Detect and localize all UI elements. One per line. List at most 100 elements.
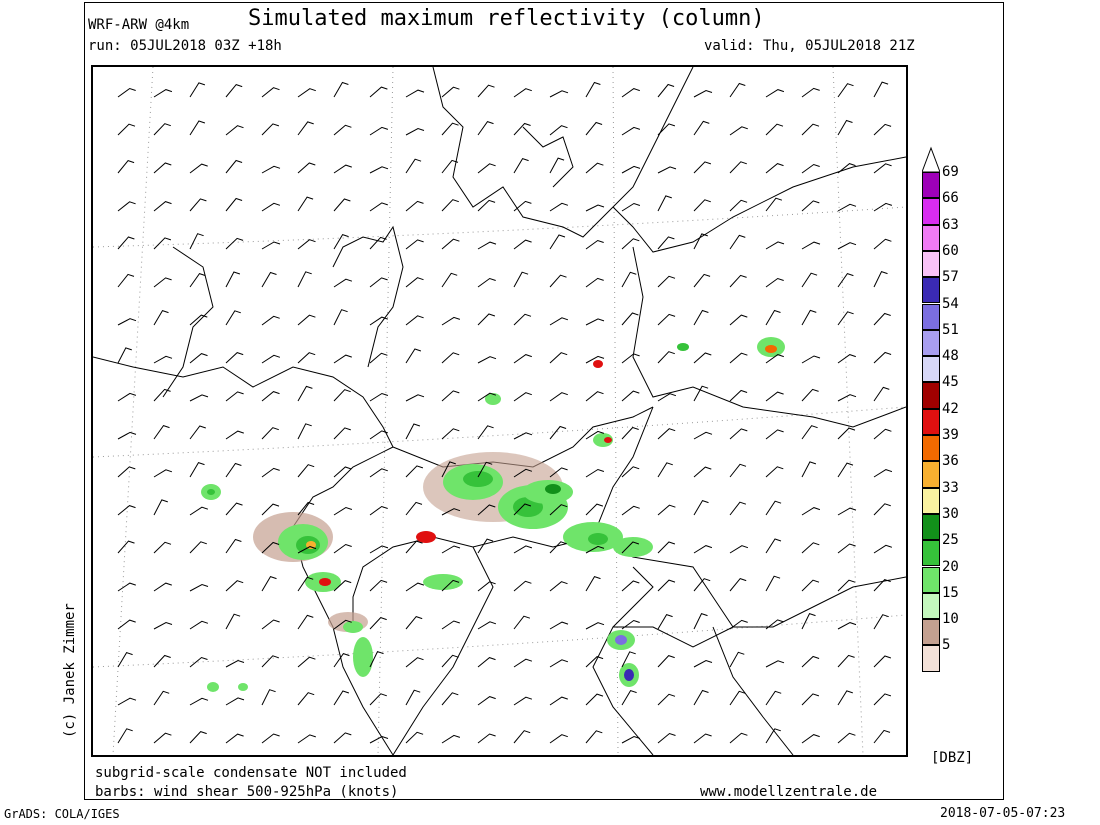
wind-barb bbox=[801, 612, 816, 630]
wind-barb bbox=[369, 202, 388, 212]
wind-barb bbox=[513, 200, 532, 212]
wind-barb bbox=[657, 166, 677, 174]
wind-barb bbox=[477, 313, 496, 326]
wind-barb bbox=[657, 236, 675, 250]
wind-barb bbox=[513, 271, 529, 288]
wind-barb bbox=[549, 157, 565, 174]
wind-barb bbox=[801, 655, 820, 668]
wind-barb bbox=[225, 197, 243, 212]
wind-barb bbox=[513, 545, 533, 554]
wind-barb bbox=[693, 499, 709, 516]
wind-barb bbox=[765, 89, 785, 98]
wind-barb bbox=[369, 392, 389, 402]
wind-barb bbox=[333, 466, 352, 478]
wind-barb bbox=[621, 271, 637, 288]
wind-barb bbox=[333, 198, 351, 212]
colorbar-cell-33 bbox=[922, 487, 940, 514]
wind-barb bbox=[549, 125, 568, 136]
wind-barb bbox=[369, 86, 388, 98]
wind-barb bbox=[225, 352, 244, 364]
wind-barb bbox=[801, 734, 820, 744]
wind-barb bbox=[153, 123, 171, 136]
wind-barb bbox=[585, 355, 605, 364]
wind-barb bbox=[333, 653, 350, 668]
wind-barb bbox=[585, 121, 603, 136]
grads-label: GrADS: COLA/IGES bbox=[4, 807, 120, 821]
wind-barb bbox=[513, 432, 533, 440]
wind-barb bbox=[117, 123, 136, 136]
wind-barb bbox=[117, 318, 137, 326]
wind-barb bbox=[297, 196, 314, 212]
wind-barb bbox=[549, 274, 567, 288]
wind-barb bbox=[693, 385, 709, 402]
wind-barb bbox=[765, 619, 784, 630]
wind-barb bbox=[873, 579, 891, 592]
colorbar-label-33: 33 bbox=[942, 479, 959, 496]
wind-barb bbox=[477, 425, 494, 440]
wind-barb bbox=[729, 690, 746, 706]
wind-barb bbox=[657, 693, 676, 706]
wind-barb bbox=[729, 274, 747, 288]
wind-barb bbox=[117, 651, 133, 668]
wind-barb bbox=[585, 162, 604, 174]
wind-barb bbox=[189, 541, 207, 554]
wind-barb bbox=[369, 126, 389, 136]
wind-barb bbox=[441, 508, 461, 516]
wind-barb bbox=[189, 731, 207, 744]
wind-barb bbox=[873, 163, 892, 174]
colorbar-label-51: 51 bbox=[942, 321, 959, 338]
wind-barb bbox=[621, 466, 640, 478]
wind-barb bbox=[513, 696, 533, 706]
wind-barb bbox=[693, 199, 711, 212]
wind-barb bbox=[405, 582, 425, 592]
wind-barb bbox=[873, 123, 892, 136]
wind-barb bbox=[477, 356, 497, 364]
wind-barb bbox=[333, 81, 349, 98]
wind-barb bbox=[585, 575, 601, 592]
wind-barb bbox=[225, 391, 244, 402]
wind-barb bbox=[729, 501, 747, 516]
colorbar-cell-45 bbox=[922, 382, 940, 409]
wind-barb bbox=[225, 502, 243, 516]
wind-barb bbox=[261, 354, 281, 364]
wind-barb bbox=[297, 734, 316, 744]
wind-barb bbox=[117, 540, 135, 554]
credit-label-wrap: (c) Janek Zimmer bbox=[62, 580, 82, 740]
wind-barb bbox=[297, 576, 314, 592]
wind-barb bbox=[873, 351, 892, 364]
wind-barb bbox=[513, 730, 531, 744]
wind-barb bbox=[477, 733, 496, 744]
wind-barb bbox=[657, 83, 675, 98]
wind-barb bbox=[333, 354, 352, 364]
colorbar-cell-54 bbox=[922, 303, 940, 330]
wind-barb bbox=[693, 733, 712, 744]
website-label: www.modellzentrale.de bbox=[700, 784, 878, 800]
wind-barb bbox=[117, 392, 137, 402]
wind-barb bbox=[189, 394, 209, 402]
wind-barb bbox=[801, 200, 820, 212]
wind-barb bbox=[405, 689, 421, 706]
colorbar-cell-36 bbox=[922, 461, 940, 488]
wind-barb bbox=[477, 199, 496, 212]
wind-barb bbox=[765, 538, 782, 554]
wind-barb bbox=[801, 163, 820, 174]
wind-barb bbox=[333, 233, 349, 250]
wind-barb bbox=[693, 273, 711, 288]
wind-barb bbox=[261, 87, 280, 98]
wind-barb bbox=[405, 423, 421, 440]
wind-barb bbox=[585, 730, 603, 744]
colorbar-top-arrow bbox=[922, 146, 940, 173]
wind-barb bbox=[477, 84, 495, 98]
wind-barb bbox=[225, 697, 245, 706]
wind-barb bbox=[837, 273, 854, 288]
wind-barb bbox=[729, 199, 748, 212]
wind-barb bbox=[153, 425, 170, 440]
reflectivity-map bbox=[91, 65, 908, 757]
wind-barb bbox=[189, 506, 209, 516]
wind-barb bbox=[765, 575, 781, 592]
wind-barb bbox=[369, 316, 388, 326]
wind-barb bbox=[297, 614, 314, 630]
timestamp-label: 2018-07-05-07:23 bbox=[940, 806, 1066, 821]
wind-barbs bbox=[117, 81, 893, 744]
wind-barb bbox=[441, 545, 461, 554]
